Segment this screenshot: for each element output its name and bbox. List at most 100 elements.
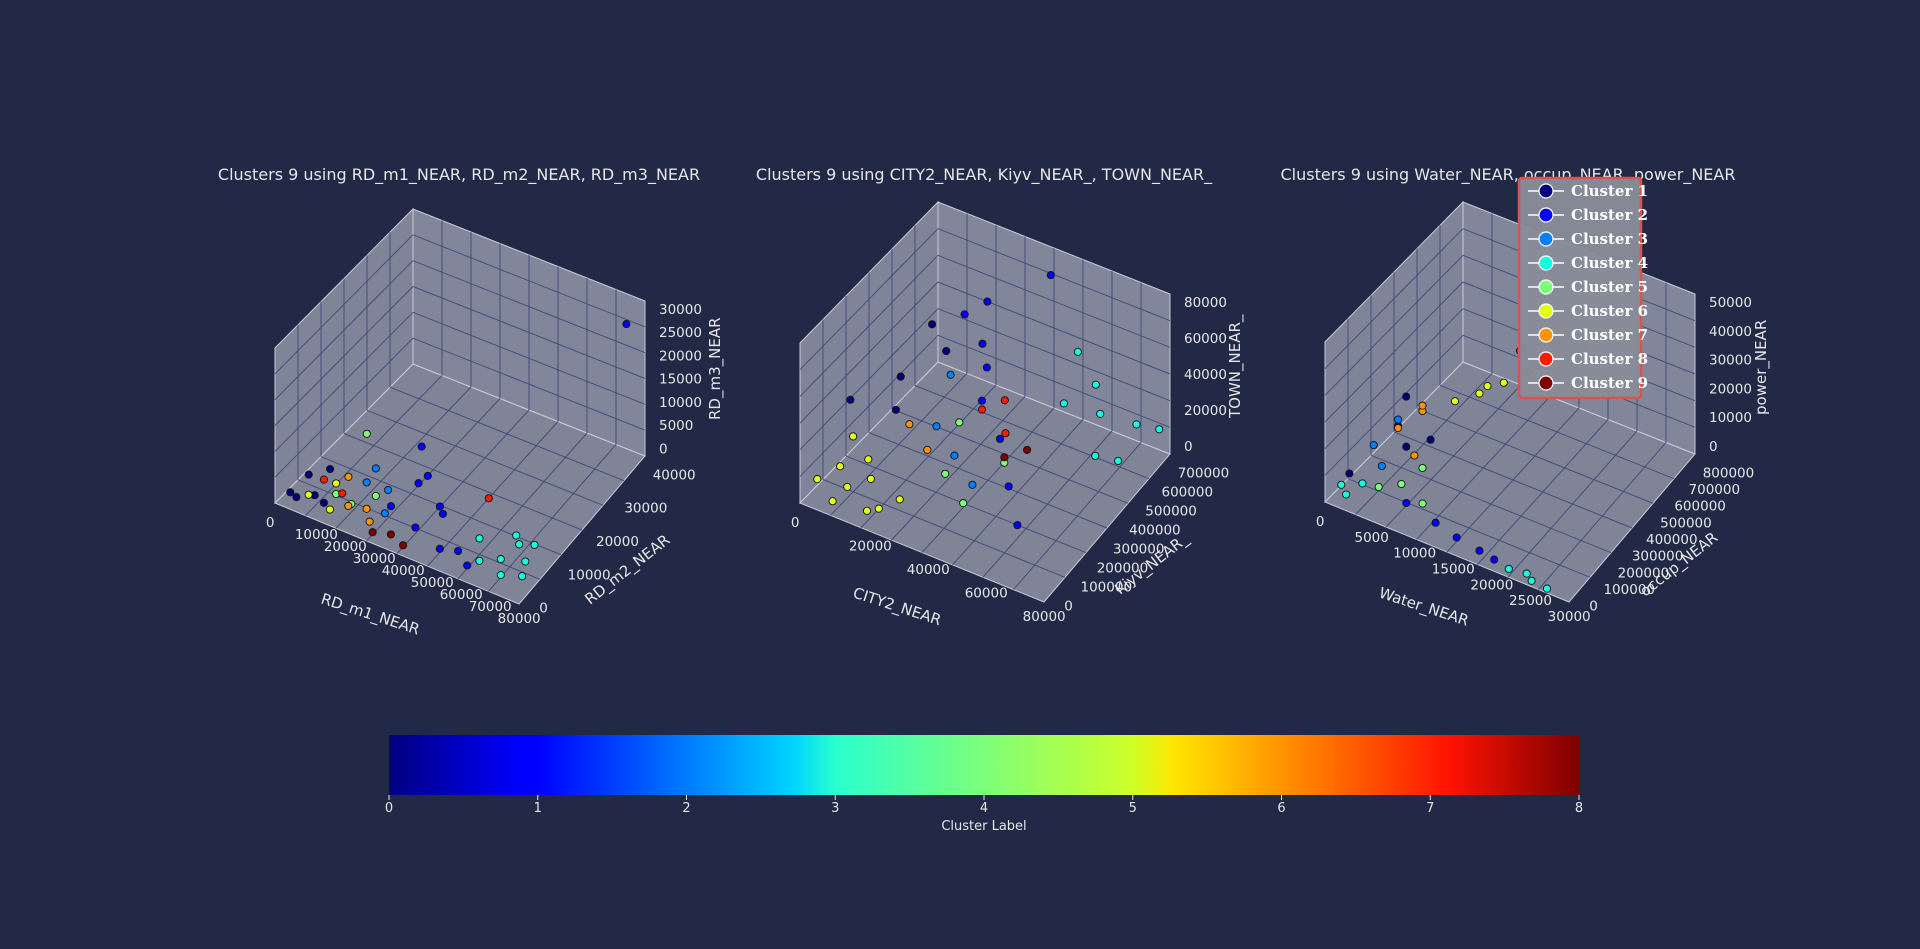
x-tick-label: 60000 bbox=[965, 586, 1008, 602]
cluster-point bbox=[1155, 425, 1164, 434]
cluster-point bbox=[338, 489, 347, 498]
z-tick-label: 10000 bbox=[1709, 410, 1752, 426]
z-tick-label: 30000 bbox=[1709, 353, 1752, 369]
cluster-point bbox=[1369, 440, 1378, 450]
cluster-point bbox=[1059, 399, 1068, 408]
cluster-point bbox=[438, 509, 447, 518]
z-tick-label: 20000 bbox=[1184, 403, 1227, 419]
grid-line bbox=[937, 281, 1171, 375]
cluster-point bbox=[1114, 456, 1123, 465]
plot-1-title: Clusters 9 using RD_m1_NEAR, RD_m2_NEAR,… bbox=[218, 165, 700, 185]
cluster-point bbox=[942, 346, 951, 356]
colorbar-tick-label: 5 bbox=[1129, 801, 1137, 816]
grid-line bbox=[389, 386, 625, 482]
cluster-point bbox=[386, 502, 396, 511]
plot-2: Clusters 9 using CITY2_NEAR, Kiyv_NEAR_,… bbox=[756, 165, 1245, 630]
cluster-point bbox=[1342, 490, 1351, 499]
cluster-point bbox=[960, 310, 969, 319]
cluster-point bbox=[1004, 482, 1013, 491]
colorbar-tick-label: 8 bbox=[1575, 801, 1583, 816]
cluster-point bbox=[1418, 463, 1427, 473]
cluster-point bbox=[983, 297, 992, 306]
y-tick-label: 600000 bbox=[1674, 499, 1726, 515]
cluster-point bbox=[923, 445, 932, 454]
grid-line bbox=[799, 308, 939, 451]
x-tick-label: 30000 bbox=[1548, 609, 1591, 625]
cluster-point bbox=[399, 541, 408, 550]
grid-line bbox=[799, 334, 939, 477]
cluster-point bbox=[1091, 380, 1100, 389]
cluster-point bbox=[463, 561, 472, 570]
z-tick-label: 20000 bbox=[659, 348, 702, 364]
y-tick-label: 300000 bbox=[1113, 542, 1165, 558]
cluster-point bbox=[386, 530, 395, 539]
cluster-point bbox=[292, 493, 301, 502]
grid-line bbox=[274, 234, 414, 375]
grid-line bbox=[1324, 254, 1464, 396]
cluster-point bbox=[1402, 442, 1411, 451]
z-tick-label: 0 bbox=[1709, 439, 1718, 455]
cluster-point bbox=[836, 462, 845, 471]
cluster-point bbox=[319, 475, 328, 484]
z-tick-label: 5000 bbox=[659, 418, 693, 434]
legend-label: Cluster 4 bbox=[1571, 254, 1648, 272]
colorbar-tick-label: 7 bbox=[1426, 801, 1434, 816]
cluster-point bbox=[941, 469, 950, 478]
cluster-point bbox=[1013, 521, 1022, 530]
cluster-point bbox=[1450, 397, 1460, 406]
y-tick-label: 100000 bbox=[1081, 580, 1133, 596]
y-tick-label: 800000 bbox=[1703, 465, 1755, 481]
cluster-point bbox=[1431, 518, 1440, 527]
cluster-point bbox=[304, 470, 313, 479]
y-tick-label: 200000 bbox=[1097, 561, 1149, 577]
grid-line bbox=[868, 432, 1108, 529]
cluster-point bbox=[384, 485, 393, 495]
cluster-point bbox=[319, 498, 328, 507]
grid-line bbox=[1439, 384, 1675, 480]
cluster-point bbox=[1527, 576, 1536, 585]
legend-label: Cluster 6 bbox=[1571, 302, 1648, 320]
legend-marker bbox=[1538, 351, 1554, 367]
cluster-point bbox=[475, 534, 484, 543]
grid-line bbox=[1324, 281, 1464, 423]
cluster-point bbox=[1504, 564, 1513, 573]
cluster-point bbox=[905, 420, 914, 429]
cluster-point bbox=[1394, 423, 1403, 433]
cluster-point bbox=[344, 472, 353, 481]
cluster-point bbox=[1337, 480, 1346, 489]
y-tick-label: 600000 bbox=[1162, 484, 1214, 500]
legend-label: Cluster 2 bbox=[1571, 206, 1648, 224]
x-tick-label: 20000 bbox=[324, 539, 367, 555]
cluster-point bbox=[530, 540, 539, 549]
z-tick-label: 40000 bbox=[1184, 367, 1227, 383]
cluster-point bbox=[959, 499, 968, 508]
cluster-point bbox=[896, 372, 905, 381]
cluster-point bbox=[1000, 396, 1009, 405]
plot-1: Clusters 9 using RD_m1_NEAR, RD_m2_NEAR,… bbox=[218, 165, 725, 639]
cluster-point bbox=[417, 442, 426, 451]
cluster-point bbox=[365, 517, 374, 526]
cluster-point bbox=[978, 339, 987, 348]
y-tick-label: 40000 bbox=[653, 467, 696, 483]
z-tick-label: 40000 bbox=[1709, 324, 1752, 340]
cluster-point bbox=[371, 491, 380, 500]
colorbar-ticks: 0 1 2 3 4 5 6 7 8 bbox=[385, 795, 1583, 816]
cluster-point bbox=[843, 482, 852, 491]
colorbar-gradient bbox=[389, 735, 1579, 795]
y-tick-label: 700000 bbox=[1178, 465, 1230, 481]
z-tick-label: 25000 bbox=[659, 325, 702, 341]
y-tick-label: 10000 bbox=[568, 567, 611, 583]
colorbar-tick-label: 0 bbox=[385, 801, 393, 816]
cluster-point bbox=[946, 370, 955, 379]
y-tick-label: 200000 bbox=[1618, 565, 1670, 581]
z-tick-label: 10000 bbox=[659, 395, 702, 411]
cluster-point bbox=[435, 502, 444, 511]
z-tick-label: 0 bbox=[659, 441, 668, 457]
cluster-point bbox=[1402, 498, 1411, 508]
grid-line bbox=[412, 234, 646, 328]
x-tick-label: 25000 bbox=[1509, 593, 1552, 609]
cluster-point bbox=[380, 509, 389, 518]
legend-marker bbox=[1538, 375, 1554, 391]
plot-2-zlabel: TOWN_NEAR_ bbox=[1226, 314, 1245, 419]
